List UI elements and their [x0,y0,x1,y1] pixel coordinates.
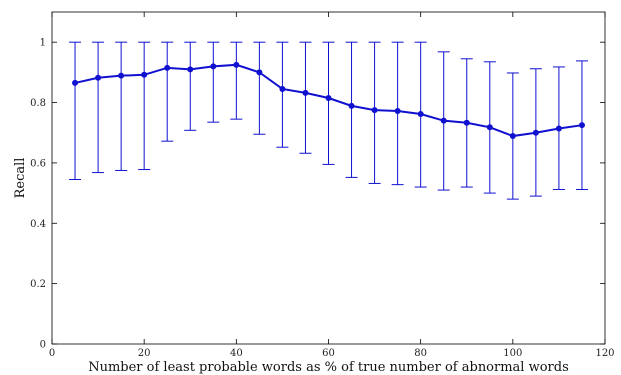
y-tick-label: 1 [40,38,46,49]
x-tick-label: 120 [595,348,614,359]
x-tick-label: 40 [230,348,243,359]
x-tick-label: 100 [503,348,522,359]
data-point [532,129,539,136]
data-point [578,122,585,129]
x-tick-label: 60 [322,348,335,359]
y-tick-label: 0.6 [30,158,46,169]
data-point [509,133,516,140]
x-axis-label: Number of least probable words as % of t… [88,360,569,375]
y-tick-label: 0.4 [30,219,46,230]
data-point [417,111,424,118]
data-point [233,61,240,68]
data-point [210,63,217,70]
x-tick-label: 80 [414,348,427,359]
data-point [302,89,309,96]
data-point [279,85,286,92]
data-point [555,125,562,132]
y-tick-label: 0.8 [30,98,46,109]
axes: 0 20 40 60 80 100 120 0 0.2 0.4 0.6 0.8 1 [30,12,615,359]
data-point [256,69,263,76]
x-tick-label: 0 [49,348,55,359]
plot-marks [69,41,588,200]
data-point [394,107,401,114]
data-point [371,107,378,114]
y-tick-label: 0 [40,340,46,351]
data-point [325,95,332,102]
data-point [486,124,493,131]
data-point [187,66,194,73]
data-point [164,64,171,71]
y-axis-label: Recall [13,158,28,199]
data-point [141,71,148,78]
data-point [72,79,79,86]
data-point [348,102,355,109]
data-point [440,117,447,124]
x-tick-label: 20 [138,348,151,359]
y-tick-label: 0.2 [30,279,46,290]
data-point [463,119,470,126]
data-point [118,72,125,79]
data-point [95,74,102,81]
